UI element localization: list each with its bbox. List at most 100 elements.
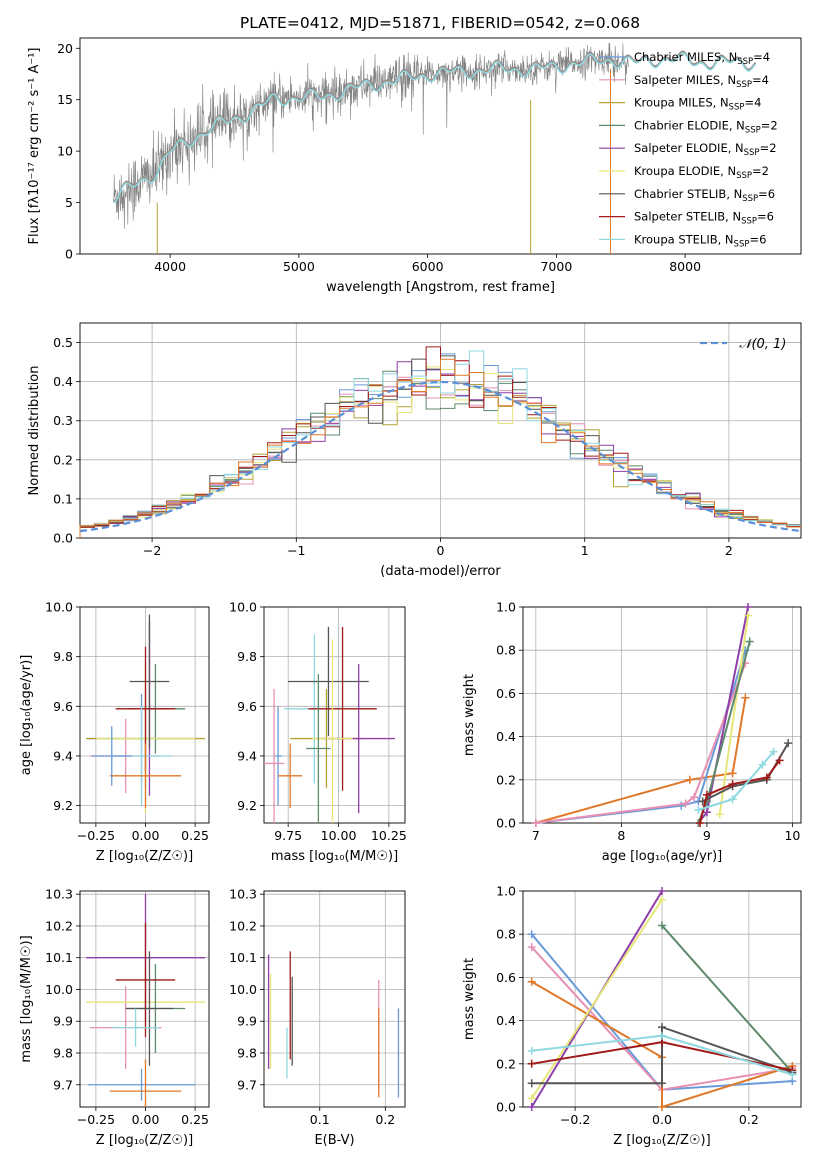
- series-marker: [702, 808, 711, 817]
- series-marker: [715, 810, 724, 819]
- y-tick-label: 0.6: [496, 970, 516, 985]
- legend-label: Kroupa STELIB, NSSP=6: [634, 232, 766, 249]
- legend-suffix: =2: [752, 164, 769, 178]
- series-marker: [685, 775, 694, 784]
- series-marker: [741, 693, 750, 702]
- x-tick-label: 0.00: [132, 828, 160, 843]
- axes-frame: [79, 322, 802, 539]
- series-marker: [658, 1079, 666, 1088]
- error-bar-point: [109, 743, 182, 809]
- series-marker: [758, 760, 767, 769]
- histogram-step: [79, 358, 801, 538]
- age-vs-mass-panel: 9.75 10.00 10.25 9.2 9.4 9.6 9.8 10.0 mass [log₁…: [229, 600, 407, 865]
- series-marker: [677, 801, 686, 810]
- series-line: [698, 751, 775, 811]
- y-tick-label: 1.0: [496, 600, 516, 615]
- legend-suffix: =2: [760, 141, 777, 155]
- series-marker: [531, 819, 540, 827]
- x-axis-label: mass [log₁₀(M/M☉)]: [271, 849, 398, 864]
- x-tick-label: 0.25: [181, 1112, 209, 1127]
- y-tick-label: 9.8: [237, 649, 257, 664]
- error-bar-point: [288, 626, 369, 737]
- x-axis-label: Z [log₁₀(Z/Z☉)]: [96, 1133, 193, 1148]
- y-tick-label: 0.4: [53, 374, 73, 389]
- x-axis-label: E(B-V): [314, 1133, 354, 1148]
- y-tick-label: 0.0: [496, 1100, 516, 1115]
- y-tick-label: 10.2: [229, 918, 257, 933]
- legend-label: Chabrier STELIB, NSSP=6: [634, 187, 775, 204]
- y-tick-label: 10.3: [45, 887, 73, 902]
- series-marker: [762, 773, 771, 782]
- y-tick-label: 10: [57, 144, 73, 159]
- error-bar-point: [306, 674, 331, 823]
- series-marker: [743, 611, 752, 620]
- legend-label: Chabrier MILES, NSSP=4: [634, 50, 770, 67]
- y-tick-label: 9.8: [53, 1046, 73, 1061]
- y-axis-label: mass weight: [462, 958, 477, 1040]
- y-axis-label: mass [log₁₀(M/M☉)]: [19, 935, 34, 1062]
- y-tick-label: 0.6: [496, 686, 516, 701]
- x-tick-label: 1: [581, 543, 589, 558]
- spectrum-panel: 4000 5000 6000 7000 8000 0 5 10 15 20 wavelength […: [27, 37, 802, 295]
- series-marker: [690, 793, 699, 802]
- y-tick-label: 9.9: [53, 1014, 73, 1029]
- series-line: [702, 742, 790, 803]
- x-tick-label: 0: [437, 543, 445, 558]
- legend-suffix: =6: [757, 210, 774, 224]
- y-axis-label: Flux [fλ10⁻¹⁷ erg cm⁻² s⁻¹ A⁻¹]: [27, 48, 42, 245]
- series-marker: [743, 603, 752, 611]
- error-bar-point: [91, 726, 132, 786]
- axes-frame: [263, 606, 406, 824]
- series-marker: [696, 819, 705, 827]
- x-tick-label: 0.0: [652, 1112, 672, 1127]
- y-axis-label: age [log₁₀(age/yr)]: [19, 655, 34, 776]
- series-marker: [527, 977, 536, 986]
- series-marker: [527, 1059, 536, 1068]
- legend-suffix: =4: [752, 73, 769, 87]
- spectrum-data-line: [113, 42, 629, 230]
- mass-weight-vs-metallicity-panel: −0.2 0.0 0.2 0.0 0.2 0.4 0.6 0.8 1.0 Z [log₁₀(Z/Z…: [462, 884, 802, 1148]
- x-tick-label: 10: [784, 828, 800, 843]
- x-axis-label: wavelength [Angstrom, rest frame]: [326, 280, 555, 295]
- y-tick-label: 0.0: [496, 816, 516, 831]
- age-vs-metallicity-panel: −0.25 0.00 0.25 9.2 9.4 9.6 9.8 10.0 Z [log₁₀(Z/…: [19, 600, 210, 864]
- y-tick-label: 0.2: [496, 772, 516, 787]
- x-tick-label: 0.1: [310, 1112, 330, 1127]
- mass-vs-metallicity-panel: −0.25 0.00 0.25 9.7 9.8 9.9 10.0 10.1 10.2 10.3 Z …: [19, 887, 210, 1148]
- series-line: [530, 899, 663, 1099]
- error-bar-point: [274, 706, 283, 806]
- legend-suffix: =4: [753, 50, 770, 64]
- series-marker: [769, 747, 778, 756]
- x-tick-label: 10.00: [321, 828, 357, 843]
- mass-vs-ebv-panel: 0.1 0.2 9.7 9.8 9.9 10.0 10.1 10.2 10.3 E(B-V): [229, 887, 406, 1148]
- series-marker: [745, 637, 754, 646]
- y-tick-label: 9.7: [237, 1077, 257, 1092]
- error-bar-point: [129, 614, 170, 749]
- legend-suffix: =2: [761, 118, 778, 132]
- y-tick-label: 10.2: [45, 918, 73, 933]
- series-marker: [658, 887, 666, 895]
- y-tick-label: 10.0: [229, 600, 257, 615]
- error-bar-point: [87, 1068, 196, 1101]
- y-tick-label: 10.1: [229, 950, 257, 965]
- error-bar-point: [278, 743, 303, 809]
- legend-suffix: =6: [749, 232, 766, 246]
- series-marker: [775, 756, 784, 765]
- error-bar-point: [109, 1059, 182, 1107]
- legend-label: Kroupa MILES, NSSP=4: [634, 96, 761, 113]
- error-bar-point: [115, 922, 176, 1038]
- y-tick-label: 0: [65, 247, 73, 262]
- legend-label: Chabrier ELODIE, NSSP=2: [634, 118, 778, 135]
- y-tick-label: 15: [57, 92, 73, 107]
- x-tick-label: 4000: [154, 259, 186, 274]
- legend-subscript: SSP: [729, 103, 745, 113]
- x-tick-label: −0.2: [560, 1112, 590, 1127]
- y-tick-label: 9.7: [53, 1077, 73, 1092]
- series-marker: [527, 943, 536, 952]
- y-tick-label: 1.0: [496, 884, 516, 899]
- series-marker: [527, 1103, 536, 1111]
- series-marker: [681, 799, 690, 808]
- series-line: [531, 1025, 793, 1085]
- x-tick-label: 8000: [669, 259, 701, 274]
- x-tick-label: 0.25: [181, 828, 209, 843]
